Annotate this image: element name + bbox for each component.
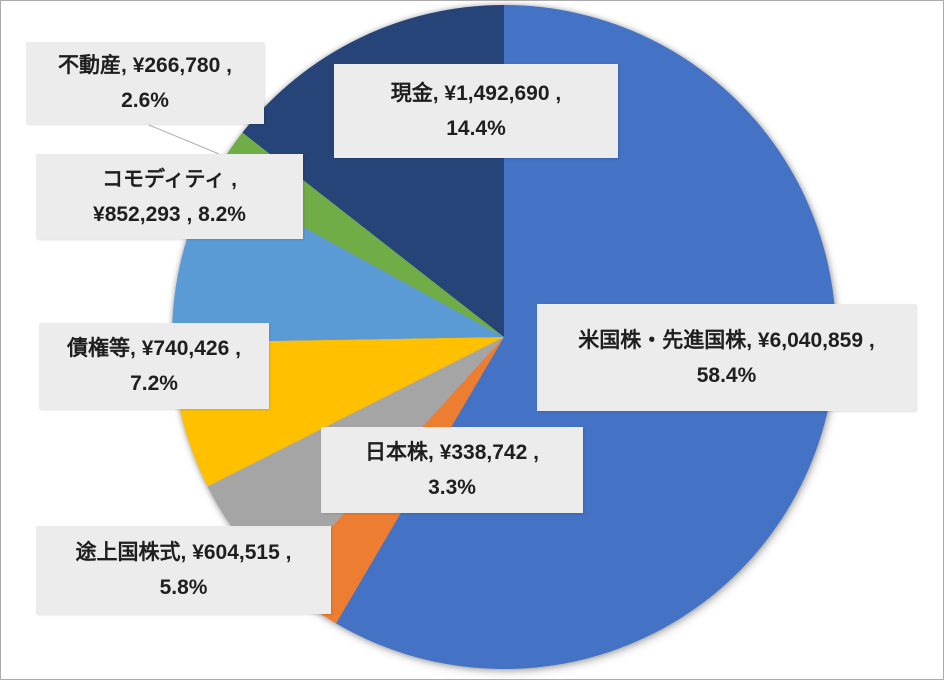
data-label-line: 3.3%	[428, 476, 476, 499]
data-label-japan-stocks: 日本株, ¥338,742 , 3.3%	[321, 427, 583, 513]
data-label-line: 現金, ¥1,492,690 ,	[390, 82, 562, 105]
data-label-line: 14.4%	[446, 117, 506, 140]
data-label-emerging-stocks: 途上国株式, ¥604,515 , 5.8%	[36, 526, 331, 614]
data-label-line: 7.2%	[130, 372, 178, 395]
data-label-commodity: コモディティ , ¥852,293 , 8.2%	[36, 154, 303, 239]
data-label-line: 5.8%	[159, 576, 208, 599]
data-label-bonds: 債権等, ¥740,426 , 7.2%	[39, 323, 269, 409]
label-leader-line	[148, 124, 220, 155]
data-label-line: 不動産, ¥266,780 ,	[58, 54, 232, 77]
data-label-line: 米国株・先進国株, ¥6,040,859 ,	[578, 328, 875, 352]
data-label-line: コモディティ ,	[102, 167, 237, 191]
data-label-real-estate: 不動産, ¥266,780 , 2.6%	[26, 42, 264, 124]
data-label-line: ¥852,293 , 8.2%	[93, 202, 246, 226]
data-label-line: 日本株, ¥338,742 ,	[365, 441, 539, 464]
data-label-line: 途上国株式, ¥604,515 ,	[75, 541, 292, 564]
data-label-us-developed-stocks: 米国株・先進国株, ¥6,040,859 , 58.4%	[537, 304, 916, 411]
data-label-line: 58.4%	[696, 363, 757, 387]
data-label-line: 2.6%	[121, 89, 169, 112]
data-label-cash: 現金, ¥1,492,690 , 14.4%	[334, 64, 618, 158]
data-label-line: 債権等, ¥740,426 ,	[67, 337, 241, 360]
